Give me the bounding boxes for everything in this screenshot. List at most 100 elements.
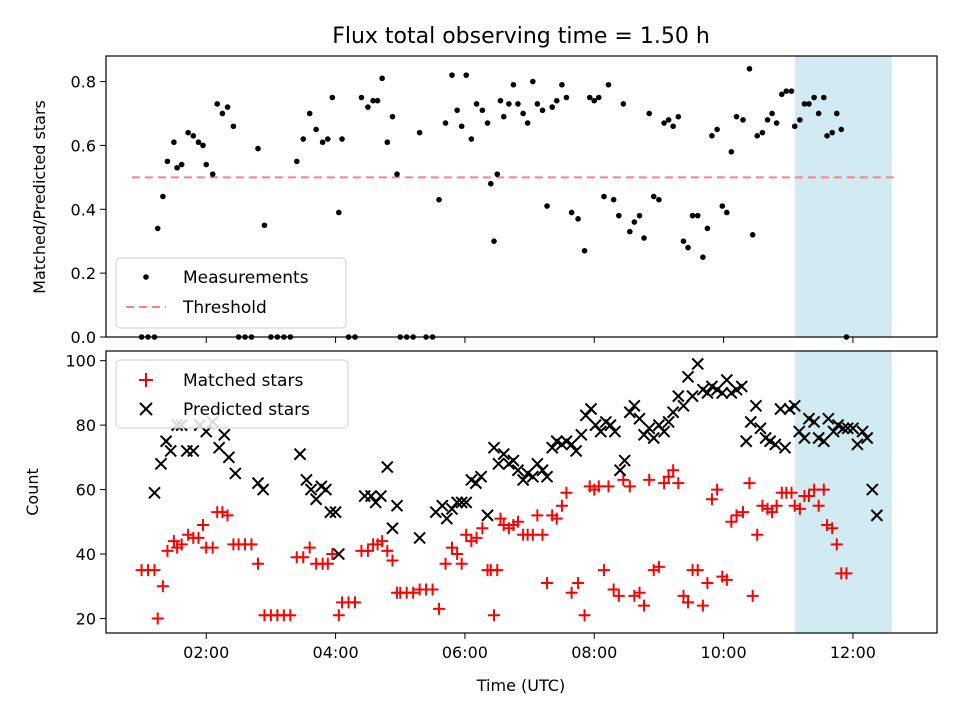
predicted-star-point [662, 415, 675, 429]
measurement-point [329, 94, 336, 101]
predicted-star-point [866, 483, 879, 496]
predicted-star-point [754, 422, 767, 435]
measurement-point [491, 238, 497, 245]
measurement-point [185, 129, 191, 136]
measurement-point [374, 97, 381, 104]
matched-star-point [672, 477, 685, 490]
x-tick-label: 06:00 [442, 643, 488, 662]
measurement-point [709, 133, 715, 139]
predicted-star-point [608, 425, 622, 438]
matched-star-point [617, 473, 630, 486]
predicted-star-point [492, 457, 505, 471]
predicted-star-point [860, 431, 874, 445]
matched-star-point [251, 557, 264, 570]
predicted-star-point [613, 464, 627, 477]
measurement-point [214, 101, 221, 107]
legend-matched-label: Matched stars [183, 371, 303, 391]
matched-star-point [560, 486, 573, 499]
matched-star-point [840, 567, 853, 580]
predicted-star-point [666, 406, 680, 419]
measurement-point [449, 72, 455, 78]
matched-star-point [652, 560, 665, 573]
matched-star-point [623, 480, 636, 493]
x-tick-label: 12:00 [830, 643, 876, 662]
matched-star-point [770, 499, 783, 512]
predicted-star-point [643, 422, 656, 435]
measurement-point [174, 164, 180, 171]
matched-star-point [476, 522, 489, 535]
matched-star-point [245, 538, 258, 551]
measurement-point [379, 75, 385, 82]
matched-star-point [696, 599, 709, 612]
predicted-star-point [497, 447, 510, 461]
measurement-point [358, 94, 365, 101]
measurement-point [365, 104, 371, 110]
bottom-legend: Matched stars Predicted stars [115, 359, 349, 429]
predicted-star-point [817, 435, 831, 448]
legend-predicted-marker [139, 402, 153, 416]
matched-star-point [743, 477, 756, 490]
measurement-point [190, 133, 197, 139]
predicted-star-point [807, 415, 821, 429]
predicted-star-point [319, 483, 333, 496]
measurement-point [620, 101, 627, 107]
x-tick-label: 02:00 [183, 643, 229, 662]
predicted-star-point [604, 418, 617, 432]
matched-star-point [303, 541, 316, 554]
matched-star-point [766, 506, 779, 519]
x-tick-label: 08:00 [571, 643, 617, 662]
measurement-point [261, 222, 268, 229]
top-ylabel: Matched/Predicted stars [30, 100, 49, 294]
matched-star-point [407, 586, 420, 599]
measurement-point [389, 113, 396, 120]
matched-star-point [541, 577, 554, 590]
matched-star-point [167, 535, 180, 548]
matched-star-point [705, 493, 718, 506]
bottom-xlabel: Time (UTC) [476, 676, 565, 695]
measurement-point [581, 247, 588, 254]
measurement-point [255, 145, 261, 152]
matched-star-point [830, 538, 843, 551]
bottom-frame [105, 350, 938, 634]
matched-star-point [321, 557, 334, 570]
predicted-star-point [681, 370, 695, 383]
predicted-star-point [701, 386, 714, 400]
measurement-point [559, 81, 565, 88]
measurement-point [685, 244, 691, 251]
measurement-point [665, 117, 672, 123]
matched-star-point [633, 586, 646, 599]
bottom-x-ticks: 02:00 04:00 06:00 08:00 10:00 12:00 [183, 633, 876, 662]
measurement-point [605, 81, 612, 88]
y-tick-label: 0.0 [71, 328, 96, 347]
matched-star-point [175, 538, 188, 551]
measurement-point [178, 161, 185, 168]
bottom-y-ticks: 20 40 60 80 100 [65, 352, 106, 628]
measurement-point [815, 110, 822, 117]
predicted-star-point [672, 389, 685, 403]
measurement-point [230, 123, 237, 130]
measurement-point [627, 228, 633, 235]
matched-star-point [677, 589, 690, 602]
matched-star-point [361, 544, 374, 557]
matched-star-point [572, 577, 585, 590]
y-tick-label: 40 [76, 545, 96, 564]
predicted-star-point [788, 399, 801, 412]
predicted-star-point [440, 512, 454, 525]
bottom-ylabel: Count [23, 468, 42, 516]
measurement-point [534, 101, 541, 107]
measurement-point [515, 101, 521, 107]
measurement-point [806, 101, 812, 107]
measurement-point [506, 101, 512, 107]
measurement-point [650, 193, 657, 200]
matched-star-point [691, 564, 704, 577]
measurement-point [689, 212, 696, 219]
top-y-ticks: 0.0 0.2 0.4 0.6 0.8 [71, 73, 106, 347]
matched-stars-points [135, 464, 853, 625]
predicted-star-point [870, 509, 884, 522]
y-tick-label: 100 [65, 352, 96, 371]
measurement-point [336, 209, 342, 216]
legend-measurements-marker [143, 274, 149, 280]
matched-star-point [161, 544, 174, 557]
predicted-star-point [450, 496, 464, 509]
matched-star-point [701, 577, 714, 590]
